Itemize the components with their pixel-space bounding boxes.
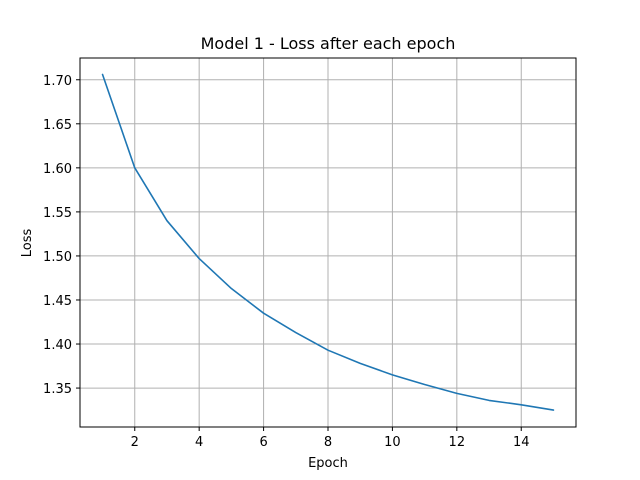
loss-data-point [164,218,170,224]
x-tick-label: 2 [131,435,139,450]
loss-data-point [261,310,267,316]
y-tick-label: 1.70 [43,74,72,89]
loss-data-point [325,347,331,353]
axis-ticks: 2 4 6 8 10 12 14 1.35 1.40 1.45 1.50 1.55 1.60 1.65 1.… [43,74,529,450]
x-axis-label: Epoch [308,456,348,471]
y-tick-label: 1.55 [43,206,72,221]
x-tick-label: 10 [384,435,401,450]
x-tick-label: 12 [449,435,466,450]
y-axis-label: Loss [20,229,35,258]
y-tick-label: 1.35 [43,382,72,397]
x-tick-label: 4 [195,435,203,450]
loss-data-point [132,165,138,171]
loss-data-point [550,407,556,413]
y-tick-label: 1.65 [43,118,72,133]
y-tick-label: 1.40 [43,338,72,353]
x-tick-label: 6 [259,435,267,450]
x-tick-label: 14 [513,435,530,450]
loss-data-point [357,360,363,366]
y-tick-label: 1.60 [43,162,72,177]
loss-series-line [101,73,555,411]
y-tick-label: 1.50 [43,250,72,265]
loss-data-point [454,390,460,396]
loss-data-point [100,71,106,77]
loss-data-point [486,397,492,403]
grid-lines [80,58,576,427]
loss-data-point [422,382,428,388]
series-layer [100,71,556,413]
loss-data-point [196,256,202,262]
y-tick-label: 1.45 [43,294,72,309]
chart-title: Model 1 - Loss after each epoch [201,34,456,53]
loss-data-point [293,330,299,336]
loss-data-point [228,286,234,292]
x-tick-label: 8 [324,435,332,450]
loss-data-point [389,372,395,378]
loss-data-point [518,402,524,408]
